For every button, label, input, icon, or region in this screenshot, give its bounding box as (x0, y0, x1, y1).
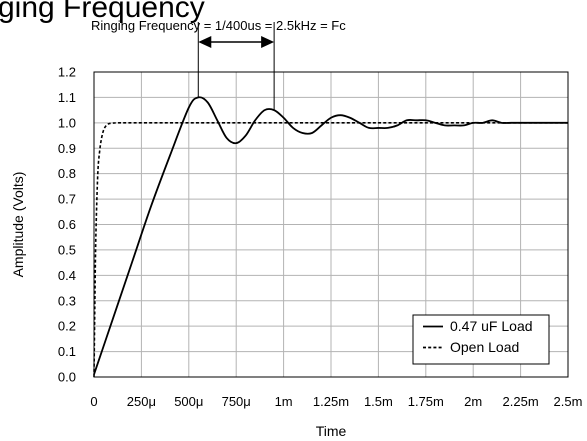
y-tick-label: 0.6 (58, 217, 76, 232)
open-load-series-line (93, 122, 568, 378)
y-tick-label: 0.0 (58, 370, 76, 385)
x-tick-label: 2.25m (503, 394, 539, 409)
x-tick-label: 500μ (174, 394, 203, 409)
plot-frame (93, 71, 569, 378)
legend-box (412, 314, 550, 365)
y-tick-label: 1.0 (58, 115, 76, 130)
x-tick-label: 0 (90, 394, 97, 409)
y-axis-label: Amplitude (Volts) (10, 172, 26, 278)
y-tick-label: 1.1 (58, 90, 76, 105)
y-tick-label: 0.2 (58, 319, 76, 334)
x-tick-label: 1.5m (364, 394, 393, 409)
x-tick-label: 2m (464, 394, 482, 409)
y-tick-label: 0.9 (58, 141, 76, 156)
chart-title: ging Frequency (0, 0, 205, 24)
y-tick-label: 1.2 (58, 65, 76, 80)
legend-label: 0.47 uF Load (450, 318, 533, 334)
y-tick-label: 0.1 (58, 344, 76, 359)
annotation-arrow-head-left (198, 36, 212, 48)
x-tick-label: 1m (275, 394, 293, 409)
y-tick-label: 0.8 (58, 166, 76, 181)
x-tick-label: 1.75m (408, 394, 444, 409)
x-tick-label: 250μ (127, 394, 156, 409)
annotation-arrow-head-right (261, 36, 275, 48)
x-tick-label: 750μ (222, 394, 251, 409)
x-axis-label: Time (316, 423, 347, 439)
y-tick-label: 0.5 (58, 242, 76, 257)
y-tick-label: 0.4 (58, 268, 76, 283)
x-tick-label: 2.5m (554, 394, 583, 409)
annotation-text: Ringing Frequency = 1/400us = 2.5kHz = F… (91, 18, 346, 33)
y-tick-label: 0.3 (58, 293, 76, 308)
legend-label: Open Load (450, 339, 519, 355)
x-tick-label: 1.25m (313, 394, 349, 409)
y-tick-label: 0.7 (58, 192, 76, 207)
load-series-line (93, 96, 568, 375)
